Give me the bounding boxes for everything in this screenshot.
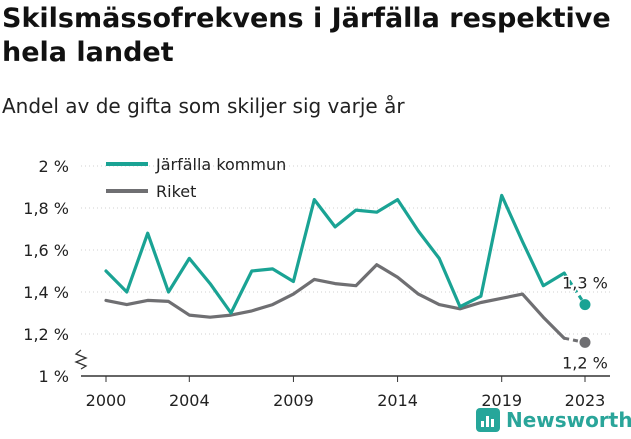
legend-label: Järfälla kommun [155,155,286,174]
legend-label: Riket [156,182,196,201]
x-tick-label: 2000 [86,391,127,410]
y-axis: 1 % 1,2 % 1,4 % 1,6 % 1,8 % 2 % [23,157,88,386]
y-tick-label: 2 % [39,157,69,176]
series-line [104,193,566,315]
x-tick-label: 2014 [377,391,418,410]
bar-chart-icon [476,408,500,432]
end-point-label: 1,2 % [562,353,608,372]
x-tick-label: 2019 [481,391,522,410]
y-tick-label: 1,4 % [23,283,69,302]
end-point-marker [579,336,591,348]
end-points: 1,2 % 1,3 % [561,272,610,374]
y-tick-label: 1,8 % [23,199,69,218]
x-axis: 2000 2004 2009 2014 2019 2023 [81,375,610,410]
series-lines [104,193,587,344]
series-line [104,263,566,340]
x-tick-label: 2004 [169,391,210,410]
legend: Järfälla kommun Riket [106,155,286,201]
axis-break-icon [74,349,88,370]
x-tick-label: 2009 [273,391,314,410]
y-tick-label: 1,2 % [23,325,69,344]
y-tick-label: 1 % [39,367,69,386]
series-connector [563,336,586,344]
newsworthy-logo: Newsworthy [476,408,631,432]
end-point-marker [579,299,591,311]
x-tick-label: 2023 [565,391,606,410]
brand-name: Newsworthy [506,408,631,432]
chart-title: Skilsmässofrekvens i Järfälla respektive… [2,3,611,68]
y-tick-label: 1,6 % [23,241,69,260]
series-connector [562,272,587,306]
end-point-label: 1,3 % [562,274,608,293]
chart-subtitle: Andel av de gifta som skiljer sig varje … [2,94,405,118]
